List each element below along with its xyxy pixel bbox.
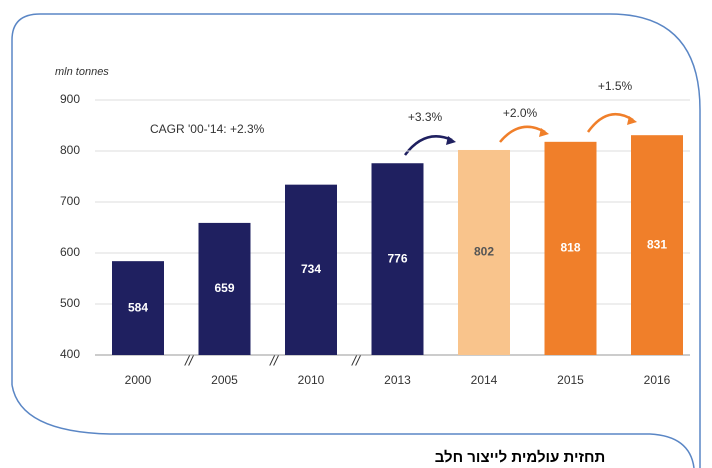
arrow-head [627,116,637,125]
annotation: CAGR '00-'14: +2.3% [150,122,265,136]
bar [371,163,424,355]
caption: תחזית עולמית לייצור חלב [435,449,606,466]
y-tick-label: 500 [60,296,80,310]
value-label: 802 [474,245,494,259]
y-tick-label: 900 [60,92,80,106]
arrow-head [539,128,549,137]
value-label: 659 [214,281,234,295]
arrow [403,135,453,156]
x-tick-label: 2014 [471,373,498,387]
value-label: 776 [387,251,407,265]
x-tick-label: 2016 [644,373,671,387]
arrow [499,125,546,143]
axis-break: // [351,353,362,369]
bar [631,135,683,355]
x-tick-label: 2000 [125,373,152,387]
axis-break: // [269,353,280,369]
bar [198,222,251,355]
x-tick-label: 2015 [557,373,584,387]
bar [112,261,164,355]
value-label: 584 [128,300,148,314]
bar [544,141,597,355]
annotation: +2.0% [503,106,538,120]
bar [458,149,510,355]
y-tick-label: 600 [60,245,80,259]
frame [11,384,695,468]
frame [11,13,701,468]
axis-break: // [184,353,195,369]
y-tick-label: 800 [60,143,80,157]
y-tick-label: 400 [60,347,80,361]
bar [285,184,337,355]
x-tick-label: 2013 [384,373,411,387]
y-tick-label: 700 [60,194,80,208]
arrow [586,112,634,133]
arrow-head [446,136,456,145]
value-label: 818 [560,241,580,255]
annotation: +1.5% [598,79,633,93]
value-label: 831 [647,237,667,251]
value-label: 734 [301,262,321,276]
x-tick-label: 2010 [298,373,325,387]
x-tick-label: 2005 [211,373,238,387]
annotation: +3.3% [408,110,443,124]
y-axis-label: mln tonnes [55,66,109,78]
